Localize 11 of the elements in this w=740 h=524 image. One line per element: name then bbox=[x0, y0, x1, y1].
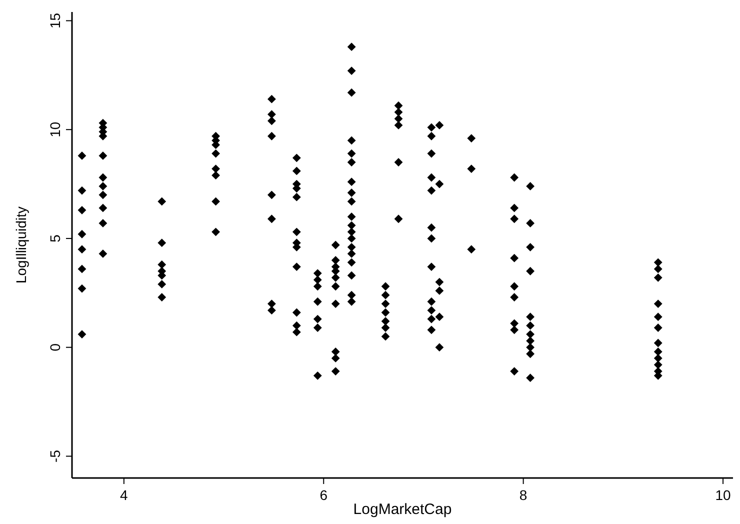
y-tick-label: 0 bbox=[47, 343, 63, 352]
x-tick-label: 6 bbox=[320, 487, 328, 503]
y-tick-label: 5 bbox=[47, 234, 63, 242]
x-tick-label: 10 bbox=[715, 487, 732, 503]
y-axis-title: LogIlliquidity bbox=[13, 206, 29, 284]
y-tick-label: 10 bbox=[47, 122, 63, 138]
x-tick-label: 8 bbox=[519, 487, 528, 503]
x-axis-title: LogMarketCap bbox=[353, 501, 452, 518]
y-tick-label: 15 bbox=[47, 12, 63, 28]
y-tick-label: -5 bbox=[47, 450, 63, 462]
x-tick-label: 4 bbox=[120, 487, 128, 503]
